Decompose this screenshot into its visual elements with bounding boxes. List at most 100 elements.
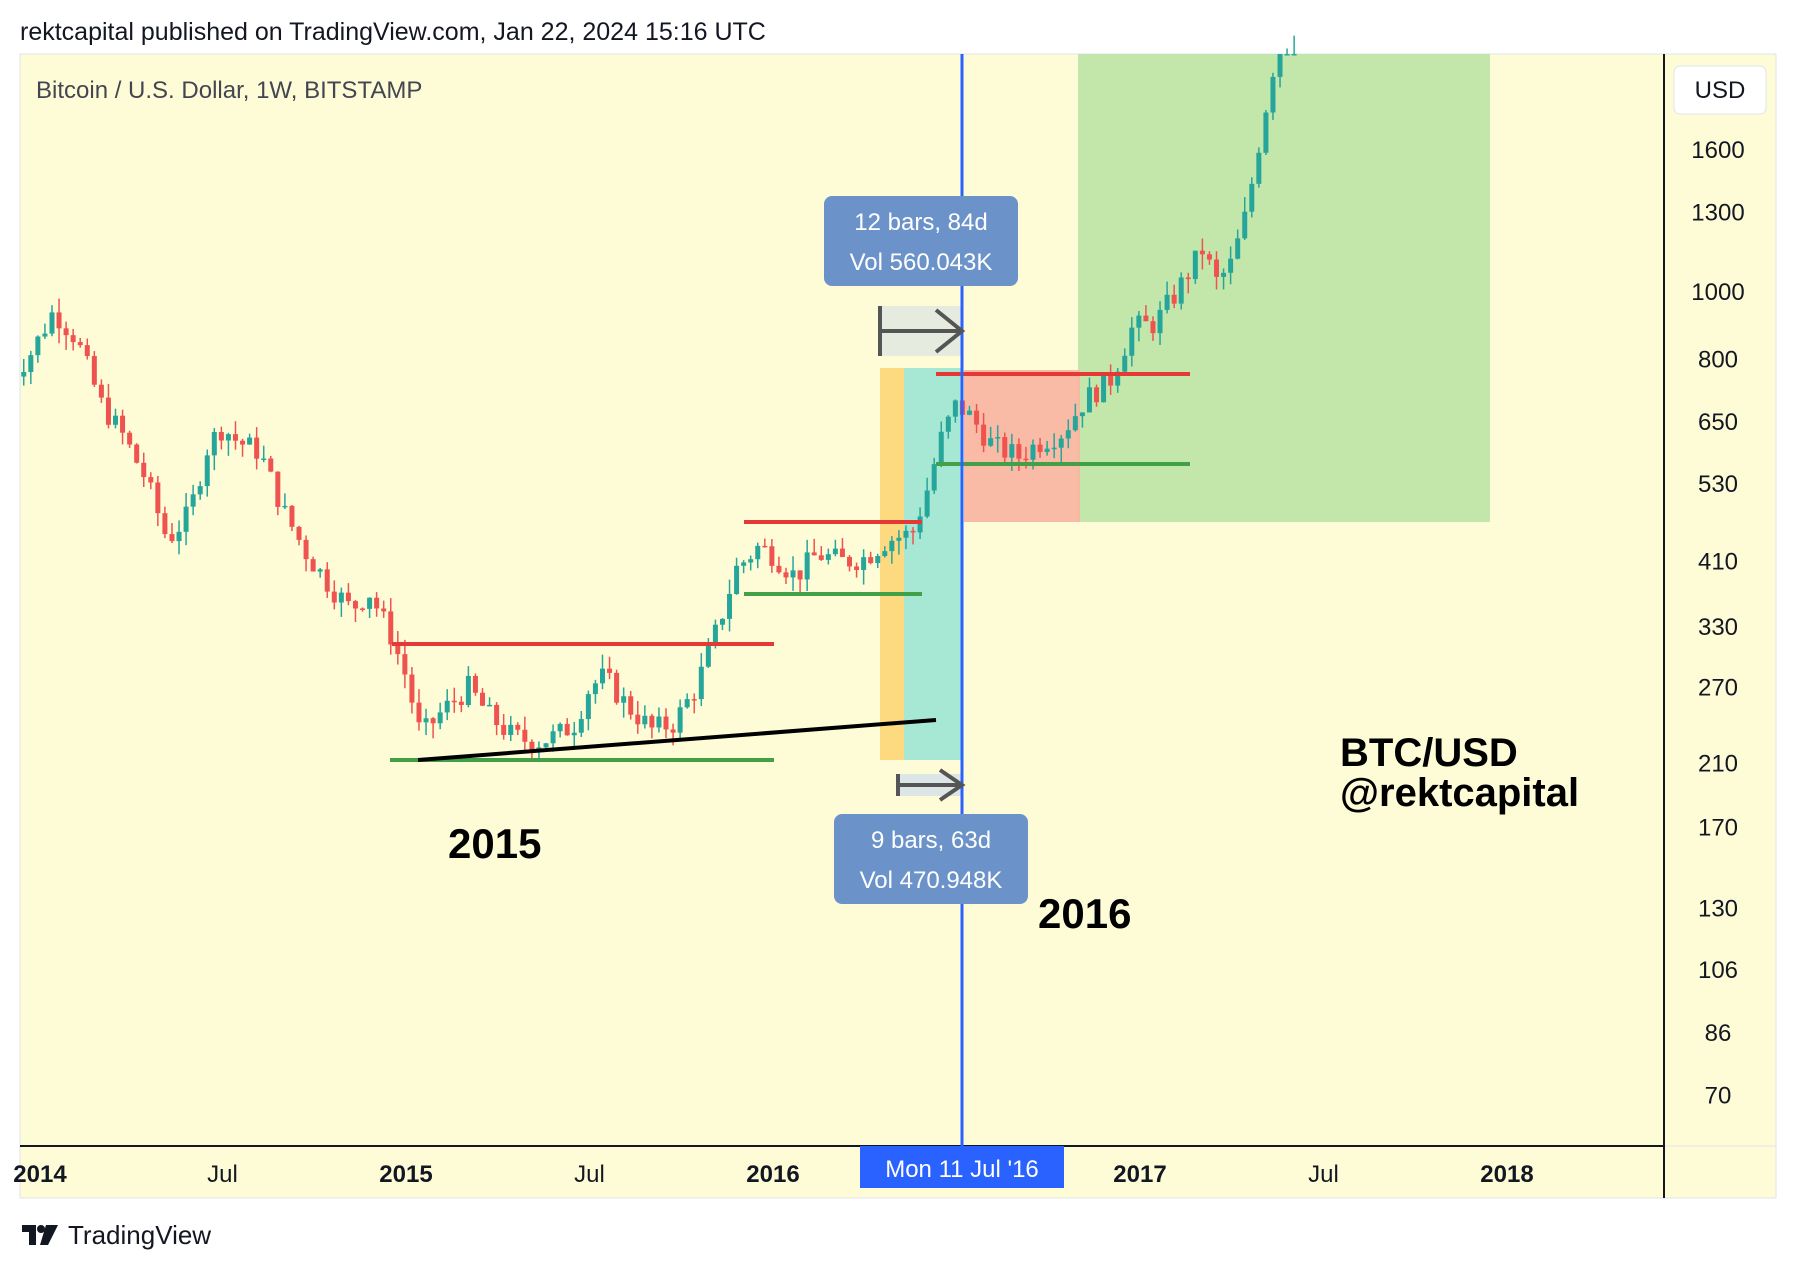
candle: [77, 337, 83, 348]
candle: [599, 654, 605, 690]
candle: [719, 618, 725, 631]
candle: [56, 298, 62, 344]
candle: [127, 430, 133, 448]
candle: [1249, 177, 1255, 218]
candle: [1277, 54, 1283, 88]
candle: [1270, 72, 1276, 120]
candle: [84, 338, 90, 360]
candle: [974, 403, 980, 434]
candle: [423, 708, 429, 736]
price-tick-label: 650: [1698, 409, 1738, 436]
candle: [240, 438, 246, 457]
candle: [839, 538, 845, 558]
candle: [783, 567, 789, 585]
candle: [677, 699, 683, 741]
candle: [113, 408, 119, 429]
candle: [120, 409, 126, 445]
candle: [374, 592, 380, 617]
candle: [49, 305, 55, 337]
candle: [1228, 246, 1234, 285]
candle: [889, 536, 895, 564]
candle: [1122, 348, 1128, 373]
time-tick-label: Jul: [207, 1161, 238, 1188]
candle: [811, 538, 817, 556]
candle: [303, 535, 309, 572]
candle: [183, 492, 189, 546]
candle: [1206, 251, 1212, 265]
orange-zone: [880, 368, 904, 760]
handle-label: @rektcapital: [1340, 771, 1579, 815]
candle: [1072, 403, 1078, 432]
price-tick-label: 170: [1698, 814, 1738, 841]
candle: [1037, 437, 1043, 458]
candle: [1192, 250, 1198, 284]
candle: [818, 546, 824, 561]
candle: [21, 359, 27, 386]
candles-group: [21, 35, 1297, 760]
price-tick-label: 70: [1705, 1082, 1732, 1109]
top-measure-box: 12 bars, 84d Vol 560.043K: [824, 196, 1018, 286]
candle: [1065, 419, 1071, 449]
candle: [331, 580, 337, 610]
candle: [1284, 48, 1290, 56]
candle: [381, 600, 387, 618]
candle: [903, 525, 909, 550]
top-measure-bars: 12 bars, 84d: [854, 209, 987, 236]
candle: [592, 679, 598, 704]
candle: [847, 555, 853, 572]
candle: [875, 553, 881, 569]
candle: [197, 481, 203, 500]
candle: [416, 689, 422, 731]
price-axis-ticks: 1600 1300 1000 800 650 530 410 330 270 210 170 130 1…: [1691, 137, 1744, 1109]
candle: [508, 715, 514, 742]
currency-button[interactable]: USD: [1673, 65, 1767, 115]
candle: [225, 432, 231, 456]
candle: [931, 457, 937, 494]
candle: [42, 323, 48, 339]
candle: [91, 351, 97, 388]
candle: [338, 587, 344, 617]
candle: [1150, 316, 1156, 341]
price-tick-label: 1300: [1691, 200, 1744, 227]
candle: [571, 721, 577, 749]
candle: [134, 443, 140, 464]
candle: [578, 711, 584, 737]
candle: [35, 335, 41, 363]
candle: [1044, 440, 1050, 456]
tradingview-logo-icon: [22, 1225, 58, 1245]
pair-label: BTC/USD: [1340, 731, 1518, 775]
svg-text:Mon 11 Jul '16: Mon 11 Jul '16: [885, 1156, 1039, 1183]
label-2016: 2016: [1038, 890, 1131, 937]
candle: [748, 555, 754, 571]
candle: [522, 716, 528, 751]
footer: TradingView: [20, 1218, 211, 1252]
price-tick-label: 270: [1698, 675, 1738, 702]
candle: [1164, 281, 1170, 314]
candle: [268, 455, 274, 473]
candle: [345, 583, 351, 606]
price-tick-label: 106: [1698, 957, 1738, 984]
candle: [1051, 433, 1057, 459]
candle: [769, 538, 775, 573]
bottom-measure-vol: Vol 470.948K: [860, 867, 1003, 894]
candle: [1199, 238, 1205, 270]
crosshair-date-label: Mon 11 Jul '16: [860, 1146, 1064, 1188]
candle: [797, 570, 803, 593]
candle: [28, 350, 34, 385]
candle: [832, 539, 838, 557]
candle: [995, 425, 1001, 453]
candle: [1291, 35, 1297, 56]
candle: [282, 493, 288, 510]
candle: [684, 693, 690, 709]
candle: [868, 551, 874, 565]
teal-zone: [904, 368, 962, 760]
candle: [261, 445, 267, 463]
candle: [148, 472, 154, 490]
candle: [1058, 434, 1064, 463]
candle: [1185, 272, 1191, 294]
time-tick-label: 2014: [13, 1161, 67, 1188]
candle: [275, 471, 281, 516]
candle: [585, 690, 591, 731]
candle: [105, 383, 111, 429]
